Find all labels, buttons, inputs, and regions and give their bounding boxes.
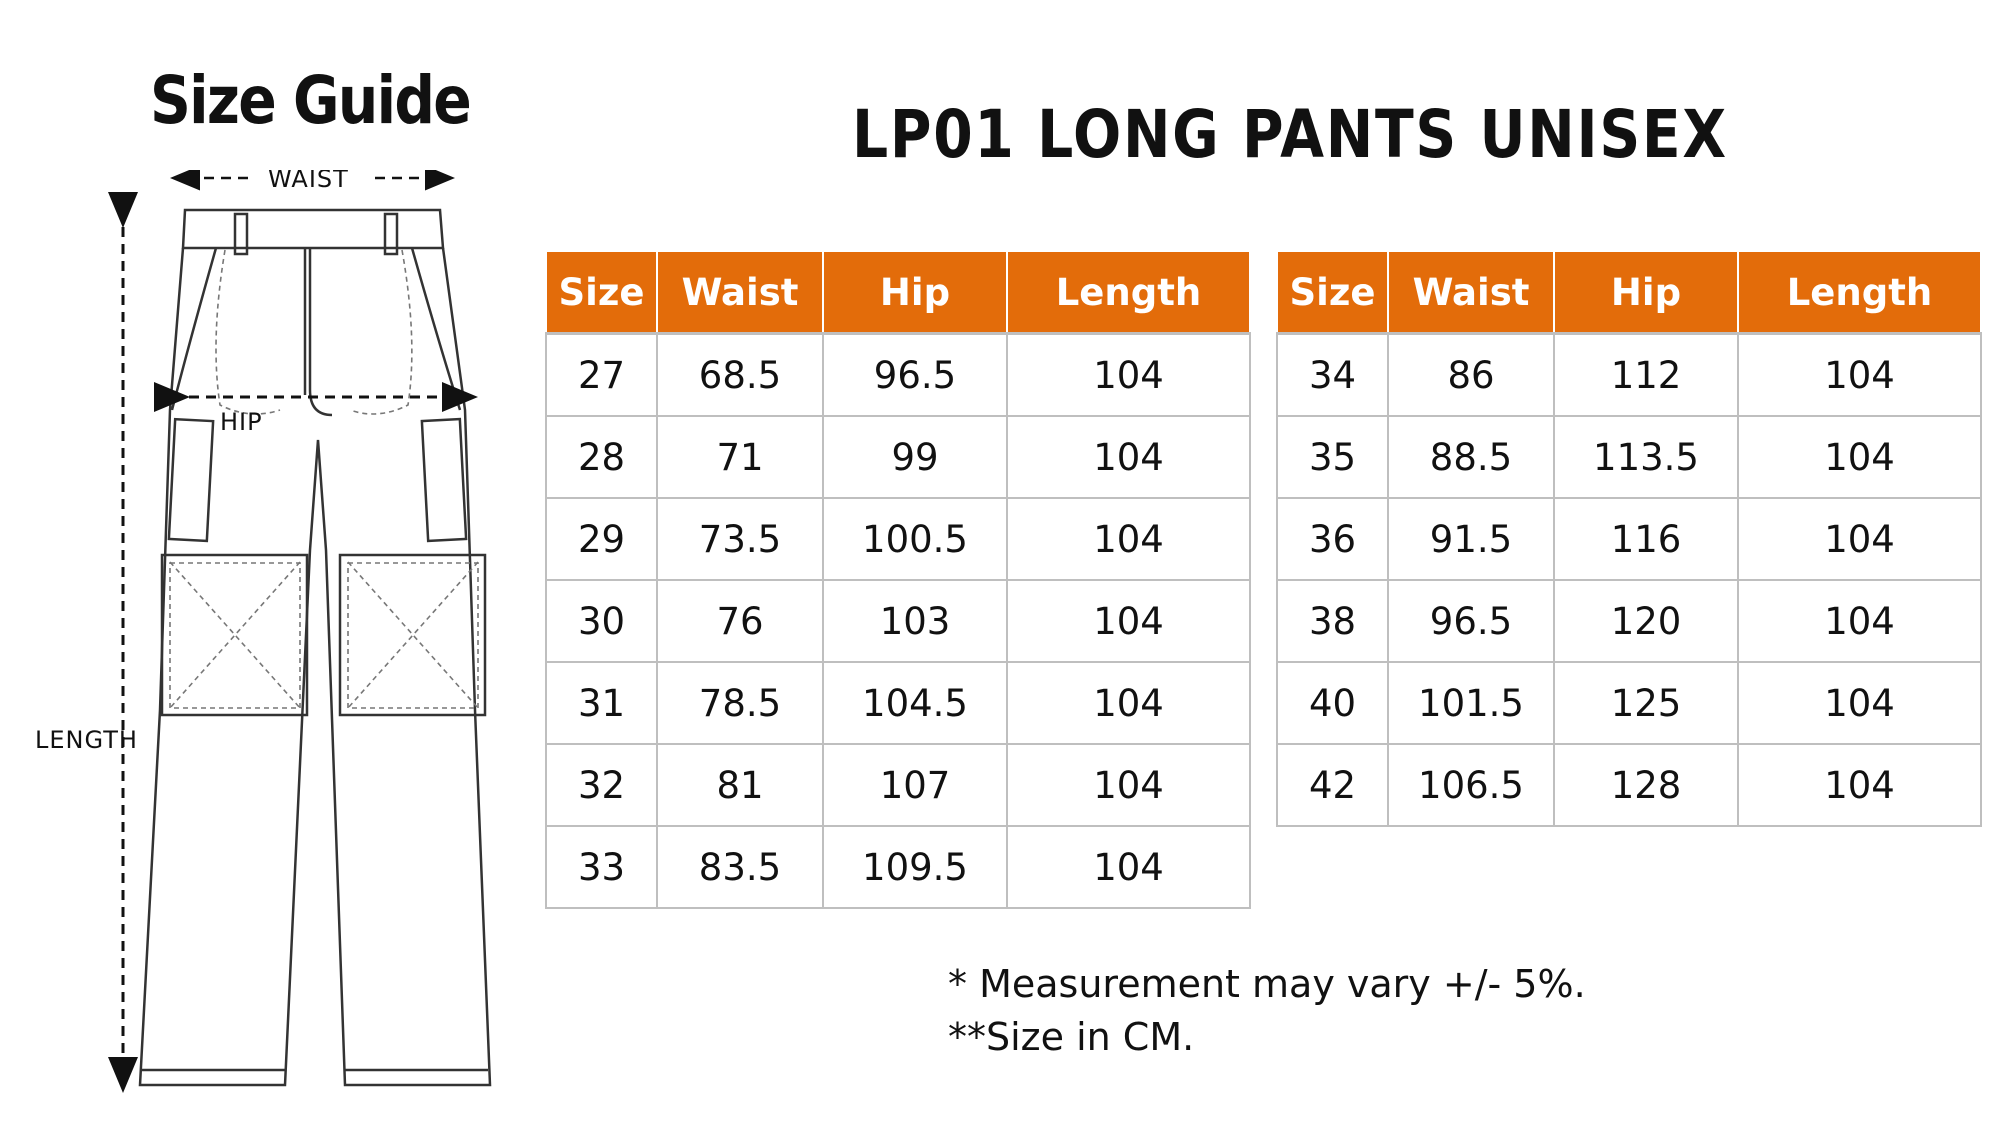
cell-size: 42 [1276,743,1389,827]
cell-length: 104 [1006,415,1251,499]
cell-size: 38 [1276,579,1389,663]
header-waist: Waist [656,250,824,335]
cell-size: 34 [1276,332,1389,417]
cell-length: 104 [1737,661,1982,745]
cell-waist: 96.5 [1387,579,1555,663]
hip-label: HIP [220,408,263,436]
table-row: 32 81 107 104 [545,743,1251,827]
size-table-right: Size Waist Hip Length 34 86 112 104 35 8… [1276,250,1982,827]
table-row: 38 96.5 120 104 [1276,579,1982,663]
cell-hip: 120 [1553,579,1739,663]
cell-size: 33 [545,825,658,909]
cell-hip: 125 [1553,661,1739,745]
cell-waist: 73.5 [656,497,824,581]
product-title: LP01 LONG PANTS UNISEX [852,96,1728,173]
header-hip: Hip [1553,250,1739,335]
table-row: 34 86 112 104 [1276,332,1982,417]
table-row: 29 73.5 100.5 104 [545,497,1251,581]
cell-size: 30 [545,579,658,663]
measurement-notes: * Measurement may vary +/- 5%. **Size in… [948,958,1586,1064]
cell-size: 28 [545,415,658,499]
cell-size: 35 [1276,415,1389,499]
note-units: **Size in CM. [948,1015,1195,1059]
cell-hip: 100.5 [822,497,1008,581]
cell-hip: 128 [1553,743,1739,827]
cell-waist: 76 [656,579,824,663]
cell-hip: 116 [1553,497,1739,581]
cell-size: 29 [545,497,658,581]
table-header-row: Size Waist Hip Length [1276,250,1982,335]
cell-length: 104 [1006,497,1251,581]
header-size: Size [545,250,658,335]
table-row: 28 71 99 104 [545,415,1251,499]
cell-waist: 88.5 [1387,415,1555,499]
cell-size: 27 [545,332,658,417]
cell-waist: 83.5 [656,825,824,909]
cell-hip: 112 [1553,332,1739,417]
cell-hip: 96.5 [822,332,1008,417]
cell-hip: 107 [822,743,1008,827]
cell-length: 104 [1737,497,1982,581]
header-length: Length [1737,250,1982,335]
cell-waist: 86 [1387,332,1555,417]
cell-hip: 99 [822,415,1008,499]
cell-hip: 113.5 [1553,415,1739,499]
table-row: 27 68.5 96.5 104 [545,332,1251,417]
cell-length: 104 [1006,579,1251,663]
table-row: 40 101.5 125 104 [1276,661,1982,745]
header-size: Size [1276,250,1389,335]
cell-length: 104 [1006,332,1251,417]
cell-length: 104 [1737,332,1982,417]
cell-waist: 81 [656,743,824,827]
table-row: 31 78.5 104.5 104 [545,661,1251,745]
cell-length: 104 [1737,579,1982,663]
header-length: Length [1006,250,1251,335]
header-hip: Hip [822,250,1008,335]
size-guide-title: Size Guide [150,62,472,139]
cell-size: 32 [545,743,658,827]
cell-length: 104 [1006,743,1251,827]
cell-length: 104 [1737,415,1982,499]
waist-label: WAIST [268,170,349,193]
cell-size: 40 [1276,661,1389,745]
length-label: LENGTH [35,726,138,754]
cell-size: 31 [545,661,658,745]
cell-length: 104 [1006,661,1251,745]
table-row: 35 88.5 113.5 104 [1276,415,1982,499]
cell-length: 104 [1006,825,1251,909]
cell-length: 104 [1737,743,1982,827]
cell-waist: 78.5 [656,661,824,745]
size-table-left: Size Waist Hip Length 27 68.5 96.5 104 2… [545,250,1251,909]
table-row: 42 106.5 128 104 [1276,743,1982,827]
cell-waist: 71 [656,415,824,499]
cell-waist: 68.5 [656,332,824,417]
cell-waist: 101.5 [1387,661,1555,745]
cell-waist: 91.5 [1387,497,1555,581]
pants-outline [138,208,492,1087]
cell-hip: 104.5 [822,661,1008,745]
cell-waist: 106.5 [1387,743,1555,827]
table-header-row: Size Waist Hip Length [545,250,1251,335]
pants-diagram: WAIST HIP LENGTH [35,170,492,1093]
header-waist: Waist [1387,250,1555,335]
note-variance: * Measurement may vary +/- 5%. [948,962,1586,1006]
cell-hip: 109.5 [822,825,1008,909]
table-row: 36 91.5 116 104 [1276,497,1982,581]
table-row: 30 76 103 104 [545,579,1251,663]
table-row: 33 83.5 109.5 104 [545,825,1251,909]
cell-hip: 103 [822,579,1008,663]
cell-size: 36 [1276,497,1389,581]
